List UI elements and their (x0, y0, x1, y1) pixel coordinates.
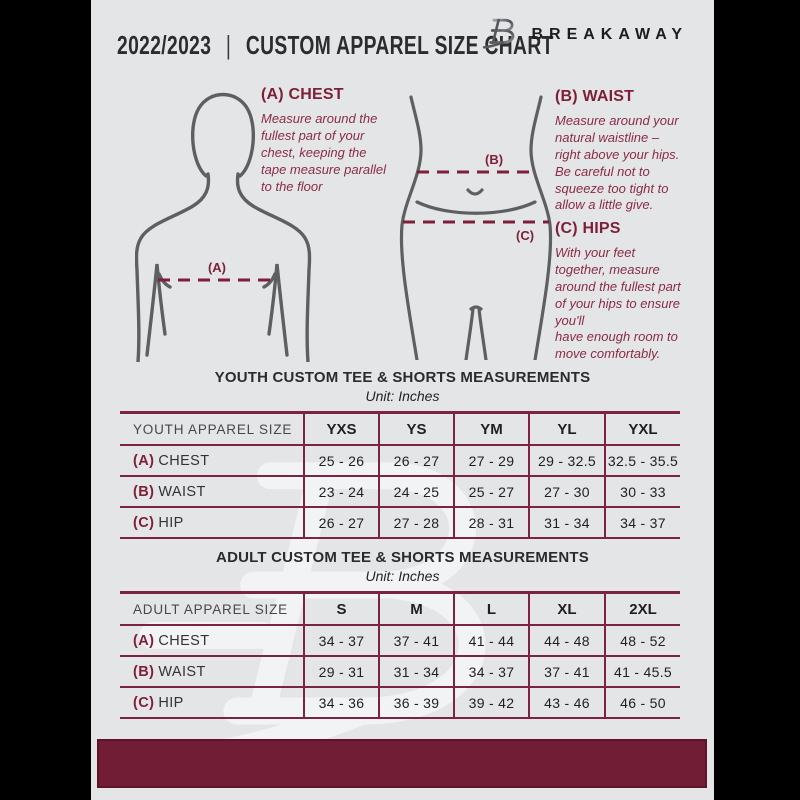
waist-heading: (B) WAIST (555, 88, 635, 105)
brand-name: BREAKAWAY (531, 25, 688, 43)
table-row: (C) HIP 26 - 27 27 - 28 28 - 31 31 - 34 3… (120, 506, 680, 539)
breakaway-b-logo-icon (481, 18, 515, 49)
cell-value: 25 - 27 (453, 475, 530, 508)
cell-value: 43 - 46 (528, 686, 606, 719)
adult-section-title: ADULT CUSTOM TEE & SHORTS MEASUREMENTS (216, 549, 589, 566)
youth-section-title: YOUTH CUSTOM TEE & SHORTS MEASUREMENTS (214, 369, 591, 386)
cell-value: 34 - 37 (303, 624, 380, 657)
row-prefix: (C) (133, 514, 155, 531)
table-row: (A) CHEST 34 - 37 37 - 41 41 - 44 44 - 48… (120, 624, 680, 657)
cell-value: 41 - 44 (453, 624, 530, 657)
cell-value: 34 - 36 (303, 686, 380, 719)
cell-value: 46 - 50 (604, 686, 680, 719)
waist-hips-diagram (399, 95, 553, 360)
column-header: YS (378, 411, 455, 446)
cell-value: 44 - 48 (528, 624, 606, 657)
waist-body-text: Measure around your natural waistline – … (555, 113, 680, 213)
cell-value: 28 - 31 (453, 506, 530, 539)
chest-line-label: (A) (207, 260, 227, 275)
cell-value: 31 - 34 (378, 655, 455, 688)
document-title: 2022/2023 | CUSTOM APPAREL SIZE CHART (117, 30, 707, 61)
cell-value: 29 - 32.5 (528, 444, 606, 477)
youth-size-table: YOUTH APPAREL SIZE YXS YS YM YL YXL (A) C… (120, 411, 680, 539)
cell-value: 37 - 41 (378, 624, 455, 657)
chest-instructions: (A) CHEST Measure around the fullest par… (261, 86, 403, 195)
row-name: WAIST (158, 663, 206, 680)
title-divider: | (225, 30, 232, 60)
table-row: (A) CHEST 25 - 26 26 - 27 27 - 29 29 - 32… (120, 444, 680, 477)
column-header: M (378, 591, 455, 626)
cell-value: 41 - 45.5 (604, 655, 680, 688)
waist-line-label: (B) (485, 152, 504, 167)
cell-value: 36 - 39 (378, 686, 455, 719)
row-name: CHEST (158, 632, 210, 649)
hips-heading: (C) HIPS (555, 220, 621, 237)
row-label: (B) WAIST (120, 475, 305, 508)
cell-value: 24 - 25 (378, 475, 455, 508)
cell-value: 26 - 27 (303, 506, 380, 539)
row-label: (C) HIP (120, 506, 305, 539)
cell-value: 27 - 30 (528, 475, 606, 508)
column-header: 2XL (604, 591, 680, 626)
size-chart-page: 2022/2023 | CUSTOM APPAREL SIZE CHART B (91, 0, 714, 800)
chest-body-text: Measure around the fullest part of your … (261, 111, 387, 194)
hips-line-label: (C) (516, 228, 535, 243)
row-label: (B) WAIST (120, 655, 305, 688)
torso-diagram (135, 92, 312, 362)
row-label: (A) CHEST (120, 444, 305, 477)
cell-value: 30 - 33 (604, 475, 680, 508)
column-header: S (303, 591, 380, 626)
column-header: YM (453, 411, 530, 446)
waist-instructions: (B) WAIST Measure around your natural wa… (555, 88, 713, 214)
adult-unit-label: Unit: Inches (365, 568, 440, 584)
column-header: XL (528, 591, 606, 626)
cell-value: 39 - 42 (453, 686, 530, 719)
hips-body-text: With your feet together, measure around … (555, 245, 681, 362)
column-header: L (453, 591, 530, 626)
row-name: HIP (158, 514, 184, 531)
cell-value: 34 - 37 (453, 655, 530, 688)
cell-value: 25 - 26 (303, 444, 380, 477)
page-title: CUSTOM APPAREL SIZE CHART (245, 30, 554, 60)
year-range: 2022/2023 (117, 30, 212, 60)
cell-value: 23 - 24 (303, 475, 380, 508)
youth-unit-label: Unit: Inches (365, 388, 440, 404)
chest-heading: (A) CHEST (261, 86, 344, 103)
cell-value: 34 - 37 (604, 506, 680, 539)
footer-accent-bar (97, 739, 707, 788)
column-header: ADULT APPAREL SIZE (120, 591, 305, 626)
cell-value: 27 - 29 (453, 444, 530, 477)
cell-value: 29 - 31 (303, 655, 380, 688)
cell-value: 27 - 28 (378, 506, 455, 539)
adult-size-table: ADULT APPAREL SIZE S M L XL 2XL (A) CHEST… (120, 591, 680, 719)
row-prefix: (A) (133, 632, 155, 649)
hips-instructions: (C) HIPS With your feet together, measur… (555, 220, 714, 363)
column-header: YXS (303, 411, 380, 446)
column-header: YL (528, 411, 606, 446)
row-prefix: (A) (133, 452, 155, 469)
column-header: YOUTH APPAREL SIZE (120, 411, 305, 446)
row-name: WAIST (158, 483, 206, 500)
row-prefix: (B) (133, 483, 155, 500)
table-row: (B) WAIST 29 - 31 31 - 34 34 - 37 37 - 41… (120, 655, 680, 688)
table-row: (C) HIP 34 - 36 36 - 39 39 - 42 43 - 46 4… (120, 686, 680, 719)
cell-value: 37 - 41 (528, 655, 606, 688)
cell-value: 32.5 - 35.5 (604, 444, 680, 477)
table-header-row: YOUTH APPAREL SIZE YXS YS YM YL YXL (120, 411, 680, 446)
table-row: (B) WAIST 23 - 24 24 - 25 25 - 27 27 - 30… (120, 475, 680, 508)
row-label: (A) CHEST (120, 624, 305, 657)
cell-value: 48 - 52 (604, 624, 680, 657)
table-header-row: ADULT APPAREL SIZE S M L XL 2XL (120, 591, 680, 626)
row-prefix: (B) (133, 663, 155, 680)
row-name: CHEST (158, 452, 210, 469)
row-name: HIP (158, 694, 184, 711)
cell-value: 31 - 34 (528, 506, 606, 539)
row-prefix: (C) (133, 694, 155, 711)
cell-value: 26 - 27 (378, 444, 455, 477)
column-header: YXL (604, 411, 680, 446)
row-label: (C) HIP (120, 686, 305, 719)
brand-block: BREAKAWAY (481, 16, 688, 53)
